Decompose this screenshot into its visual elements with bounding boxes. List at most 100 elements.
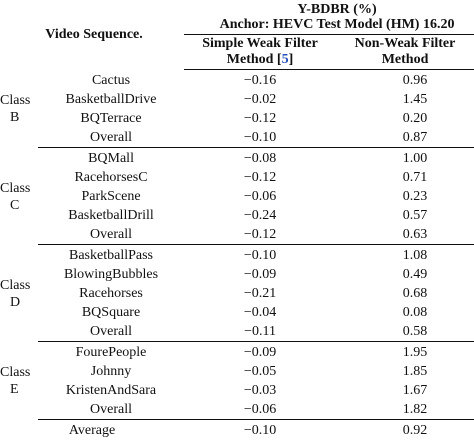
class-letter: B bbox=[0, 109, 38, 126]
simple-value: −0.06 bbox=[184, 400, 336, 420]
class-word: Class bbox=[0, 180, 38, 197]
results-table-container: Video Sequence. Y-BDBR (%) Anchor: HEVC … bbox=[0, 0, 474, 426]
nonweak-value: 1.00 bbox=[336, 148, 474, 169]
average-simple-value: −0.10 bbox=[184, 420, 336, 440]
simple-value: −0.09 bbox=[184, 265, 336, 284]
simple-value: −0.04 bbox=[184, 303, 336, 322]
header-simple-line1: Simple Weak Filter bbox=[202, 36, 318, 51]
header-non-weak-filter: Non-Weak Filter Method bbox=[336, 35, 474, 70]
header-simple-line2-prefix: Method [ bbox=[227, 52, 282, 67]
sequence-name: BasketballDrill bbox=[38, 206, 184, 225]
simple-value: −0.12 bbox=[184, 168, 336, 187]
sequence-name: BQSquare bbox=[38, 303, 184, 322]
table-row: BQTerrace −0.12 0.20 bbox=[0, 109, 474, 128]
table-row: Class E FourePeople −0.09 1.95 bbox=[0, 342, 474, 363]
header-metric: Y-BDBR (%) Anchor: HEVC Test Model (HM) … bbox=[184, 0, 474, 35]
class-word: Class bbox=[0, 277, 38, 294]
class-word: Class bbox=[0, 364, 38, 381]
simple-value: −0.11 bbox=[184, 322, 336, 342]
class-letter: E bbox=[0, 381, 38, 398]
table-body: Class B Cactus −0.16 0.96 BasketballDriv… bbox=[0, 70, 474, 440]
table-row: BlowingBubbles −0.09 0.49 bbox=[0, 265, 474, 284]
table-row: Overall −0.06 1.82 bbox=[0, 400, 474, 420]
class-label-c: Class C bbox=[0, 148, 38, 245]
simple-value: −0.12 bbox=[184, 109, 336, 128]
class-label-e: Class E bbox=[0, 342, 38, 420]
simple-value: −0.10 bbox=[184, 245, 336, 266]
sequence-name: BQMall bbox=[38, 148, 184, 169]
nonweak-value: 0.63 bbox=[336, 225, 474, 245]
sequence-name: ParkScene bbox=[38, 187, 184, 206]
sequence-name: Overall bbox=[38, 400, 184, 420]
simple-value: −0.21 bbox=[184, 284, 336, 303]
simple-value: −0.16 bbox=[184, 70, 336, 91]
simple-value: −0.03 bbox=[184, 381, 336, 400]
average-nonweak-value: 0.92 bbox=[336, 420, 474, 440]
table-row: BasketballDrive −0.02 1.45 bbox=[0, 90, 474, 109]
simple-value: −0.24 bbox=[184, 206, 336, 225]
class-label-d: Class D bbox=[0, 245, 38, 342]
header-nonweak-line1: Non-Weak Filter bbox=[355, 36, 456, 51]
nonweak-value: 0.71 bbox=[336, 168, 474, 187]
simple-value: −0.10 bbox=[184, 128, 336, 148]
citation-link[interactable]: 5 bbox=[282, 52, 289, 67]
simple-value: −0.02 bbox=[184, 90, 336, 109]
header-simple-line2-suffix: ] bbox=[289, 52, 294, 67]
table-row: Class B Cactus −0.16 0.96 bbox=[0, 70, 474, 91]
average-row: Average −0.10 0.92 bbox=[0, 420, 474, 440]
header-row-1: Video Sequence. Y-BDBR (%) Anchor: HEVC … bbox=[0, 0, 474, 35]
nonweak-value: 0.68 bbox=[336, 284, 474, 303]
nonweak-value: 1.82 bbox=[336, 400, 474, 420]
class-label-b: Class B bbox=[0, 70, 38, 148]
header-simple-weak-filter: Simple Weak Filter Method [5] bbox=[184, 35, 336, 70]
header-video-sequence: Video Sequence. bbox=[0, 0, 184, 70]
table-row: Overall −0.11 0.58 bbox=[0, 322, 474, 342]
nonweak-value: 0.58 bbox=[336, 322, 474, 342]
nonweak-value: 0.20 bbox=[336, 109, 474, 128]
nonweak-value: 1.85 bbox=[336, 362, 474, 381]
nonweak-value: 0.87 bbox=[336, 128, 474, 148]
nonweak-value: 1.95 bbox=[336, 342, 474, 363]
nonweak-value: 1.67 bbox=[336, 381, 474, 400]
simple-value: −0.12 bbox=[184, 225, 336, 245]
sequence-name: Overall bbox=[38, 322, 184, 342]
header-nonweak-line2: Method bbox=[382, 52, 429, 67]
sequence-name: Johnny bbox=[38, 362, 184, 381]
sequence-name: RacehorsesC bbox=[38, 168, 184, 187]
sequence-name: Overall bbox=[38, 128, 184, 148]
class-letter: C bbox=[0, 197, 38, 214]
nonweak-value: 0.96 bbox=[336, 70, 474, 91]
table-row: ParkScene −0.06 0.23 bbox=[0, 187, 474, 206]
table-row: Class C BQMall −0.08 1.00 bbox=[0, 148, 474, 169]
simple-value: −0.06 bbox=[184, 187, 336, 206]
sequence-name: BasketballDrive bbox=[38, 90, 184, 109]
table-row: RacehorsesC −0.12 0.71 bbox=[0, 168, 474, 187]
nonweak-value: 0.08 bbox=[336, 303, 474, 322]
sequence-name: FourePeople bbox=[38, 342, 184, 363]
table-row: BQSquare −0.04 0.08 bbox=[0, 303, 474, 322]
table-row: KristenAndSara −0.03 1.67 bbox=[0, 381, 474, 400]
nonweak-value: 1.45 bbox=[336, 90, 474, 109]
table-row: Racehorses −0.21 0.68 bbox=[0, 284, 474, 303]
sequence-name: KristenAndSara bbox=[38, 381, 184, 400]
table-row: BasketballDrill −0.24 0.57 bbox=[0, 206, 474, 225]
simple-value: −0.05 bbox=[184, 362, 336, 381]
sequence-name: BlowingBubbles bbox=[38, 265, 184, 284]
header-metric-title: Y-BDBR (%) bbox=[297, 2, 376, 17]
table-row: Overall −0.12 0.63 bbox=[0, 225, 474, 245]
nonweak-value: 1.08 bbox=[336, 245, 474, 266]
sequence-name: Racehorses bbox=[38, 284, 184, 303]
simple-value: −0.08 bbox=[184, 148, 336, 169]
nonweak-value: 0.49 bbox=[336, 265, 474, 284]
table-row: Class D BasketballPass −0.10 1.08 bbox=[0, 245, 474, 266]
class-letter: D bbox=[0, 294, 38, 311]
table-row: Johnny −0.05 1.85 bbox=[0, 362, 474, 381]
simple-value: −0.09 bbox=[184, 342, 336, 363]
sequence-name: Overall bbox=[38, 225, 184, 245]
sequence-name: BQTerrace bbox=[38, 109, 184, 128]
average-label: Average bbox=[0, 420, 184, 440]
sequence-name: BasketballPass bbox=[38, 245, 184, 266]
nonweak-value: 0.57 bbox=[336, 206, 474, 225]
class-word: Class bbox=[0, 92, 38, 109]
